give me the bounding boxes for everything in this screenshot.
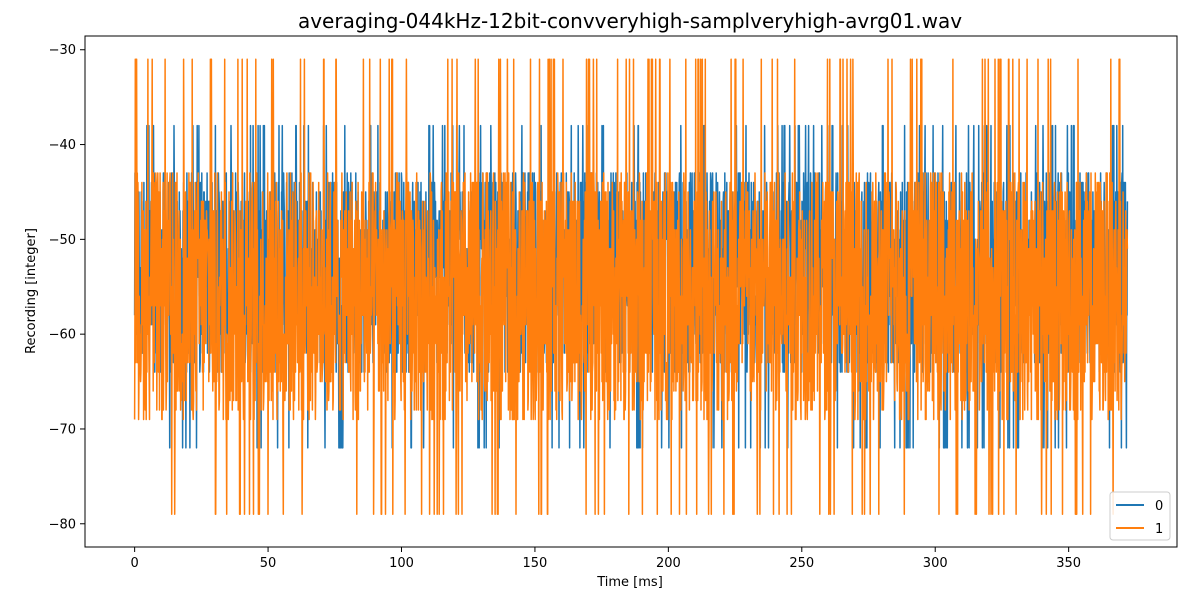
x-axis-label: Time [ms]: [596, 575, 663, 590]
legend-label-0: 0: [1155, 499, 1163, 514]
series-layer: [133, 58, 1129, 516]
y-axis: −80 −70 −60 −50 −40 −30: [49, 43, 85, 532]
y-axis-label: Recording [integer]: [24, 228, 39, 354]
legend: 0 1: [1109, 491, 1171, 541]
x-tick-label: 150: [523, 556, 548, 571]
y-tick-label: −40: [49, 138, 76, 153]
x-tick-label: 350: [1056, 556, 1081, 571]
x-tick-label: 100: [389, 556, 414, 571]
x-tick-label: 200: [656, 556, 681, 571]
y-tick-label: −70: [49, 422, 76, 437]
x-tick-label: 50: [260, 556, 277, 571]
y-tick-label: −30: [49, 43, 76, 58]
y-tick-label: −50: [49, 233, 76, 248]
y-tick-label: −80: [49, 517, 76, 532]
y-tick-label: −60: [49, 328, 76, 343]
x-tick-label: 0: [130, 556, 138, 571]
plot-frame: [84, 35, 1178, 548]
x-axis: 0 50 100 150 200 250 300 350: [130, 547, 1081, 571]
legend-label-1: 1: [1155, 522, 1163, 537]
series-line-1: [133, 58, 1129, 516]
x-tick-label: 300: [923, 556, 948, 571]
x-tick-label: 250: [789, 556, 814, 571]
chart-title: averaging-044kHz-12bit-convveryhigh-samp…: [298, 9, 962, 33]
